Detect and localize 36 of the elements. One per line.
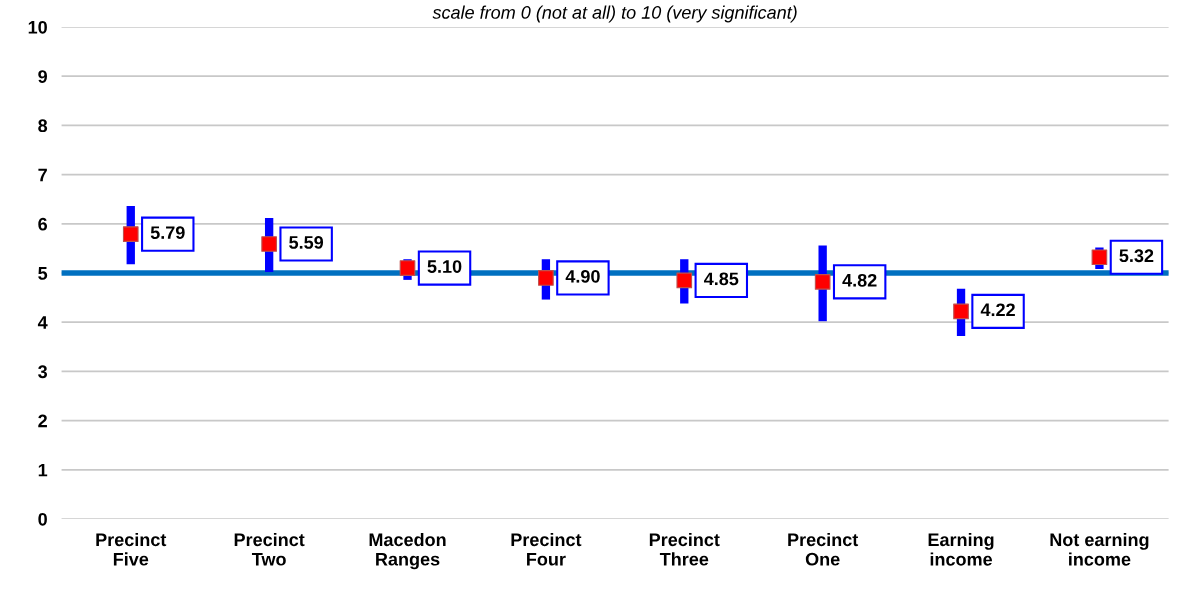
data-label: 4.22 [980,303,1015,317]
x-tick-label: Not earning income [1050,532,1149,566]
x-tick-label: Precinct Two [234,532,305,566]
data-label: 5.32 [1119,249,1154,263]
chart-subtitle: scale from 0 (not at all) to 10 (very significant) [432,5,797,23]
x-tick-label: Precinct One [788,532,859,566]
y-tick-label: 9 [38,70,48,83]
y-tick-label: 10 [28,20,47,34]
y-tick-label: 4 [37,316,48,329]
point [1091,249,1108,266]
y-tick-label: 7 [38,168,47,182]
point [814,274,831,290]
data-label: 4.90 [565,269,600,283]
x-tick-label: Precinct Four [511,532,582,566]
point [538,270,554,286]
x-tick-label: Earning income [928,532,994,566]
data-label: 4.82 [842,273,877,287]
y-tick-label: 6 [38,217,48,231]
data-label: 5.59 [289,236,324,249]
y-tick-label: 5 [38,267,48,280]
y-tick-label: 2 [38,414,47,428]
point [122,226,139,242]
point [261,236,277,252]
data-label: 4.85 [704,272,739,286]
y-tick-label: 0 [38,512,47,526]
x-tick-label: Precinct Five [96,532,167,566]
data-label: 5.79 [150,226,185,239]
point [676,272,693,289]
x-tick-label: Precinct Three [649,532,720,566]
data-label: 5.10 [427,260,462,273]
y-tick-label: 8 [38,119,48,133]
point [953,303,969,320]
y-tick-label: 3 [38,365,48,379]
y-tick-label: 1 [38,463,48,477]
x-tick-label: Macedon Ranges [369,532,446,570]
point [399,260,416,276]
